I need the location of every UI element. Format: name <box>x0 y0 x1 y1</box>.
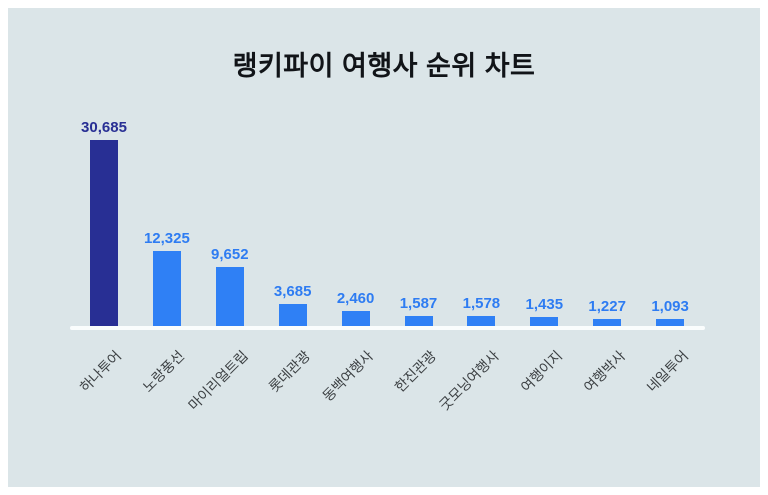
bar-category-label-text: 네일투어 <box>643 347 691 396</box>
bar-value-label: 1,093 <box>651 298 689 315</box>
bar-category-label-text: 노랑풍선 <box>139 347 188 396</box>
bar-value-label: 1,435 <box>525 296 564 313</box>
bar-category-label-text: 롯데관광 <box>265 347 314 396</box>
bar-category-label-text: 여행이지 <box>517 347 566 396</box>
bar <box>215 267 244 326</box>
bar <box>404 316 433 326</box>
bar-value-label: 1,587 <box>399 295 438 312</box>
bar <box>467 316 496 326</box>
page-title: 랭키파이 여행사 순위 차트 <box>232 51 536 81</box>
bar-category-label-text: 하나투어 <box>76 347 125 396</box>
bar-value-label: 1,227 <box>588 298 626 315</box>
bar-value-label: 1,578 <box>462 295 501 312</box>
bar-value-label: 9,652 <box>211 246 249 263</box>
bar-category-label-text: 마이리얼트립 <box>184 347 251 414</box>
x-axis-line <box>70 326 705 330</box>
bar <box>341 311 370 326</box>
bar <box>530 317 559 326</box>
bar-value-label: 2,460 <box>336 290 375 307</box>
bar-value-label: 3,685 <box>273 283 312 300</box>
bar <box>152 251 181 326</box>
bar-category-label-text: 굿모닝여행사 <box>436 347 503 414</box>
bar-value-label: 30,685 <box>81 119 127 136</box>
bar-chart: 30,685 하나투어 12,325 노랑풍선 9,652 마이리얼트립 3,685 롯데관광… <box>8 8 760 487</box>
bar-category-label-text: 동백여행사 <box>319 347 377 405</box>
bar <box>656 319 685 326</box>
bar <box>90 140 118 326</box>
bar-category-label-text: 한진관광 <box>391 347 440 396</box>
bar <box>278 304 307 326</box>
bar-value-label: 12,325 <box>143 230 190 247</box>
bar-category-label-text: 여행박사 <box>580 347 628 396</box>
bar <box>593 319 622 326</box>
chart-background: 랭키파이 여행사 순위 차트 30,685 하나투어 12,325 노랑풍선 9,652… <box>8 8 760 487</box>
